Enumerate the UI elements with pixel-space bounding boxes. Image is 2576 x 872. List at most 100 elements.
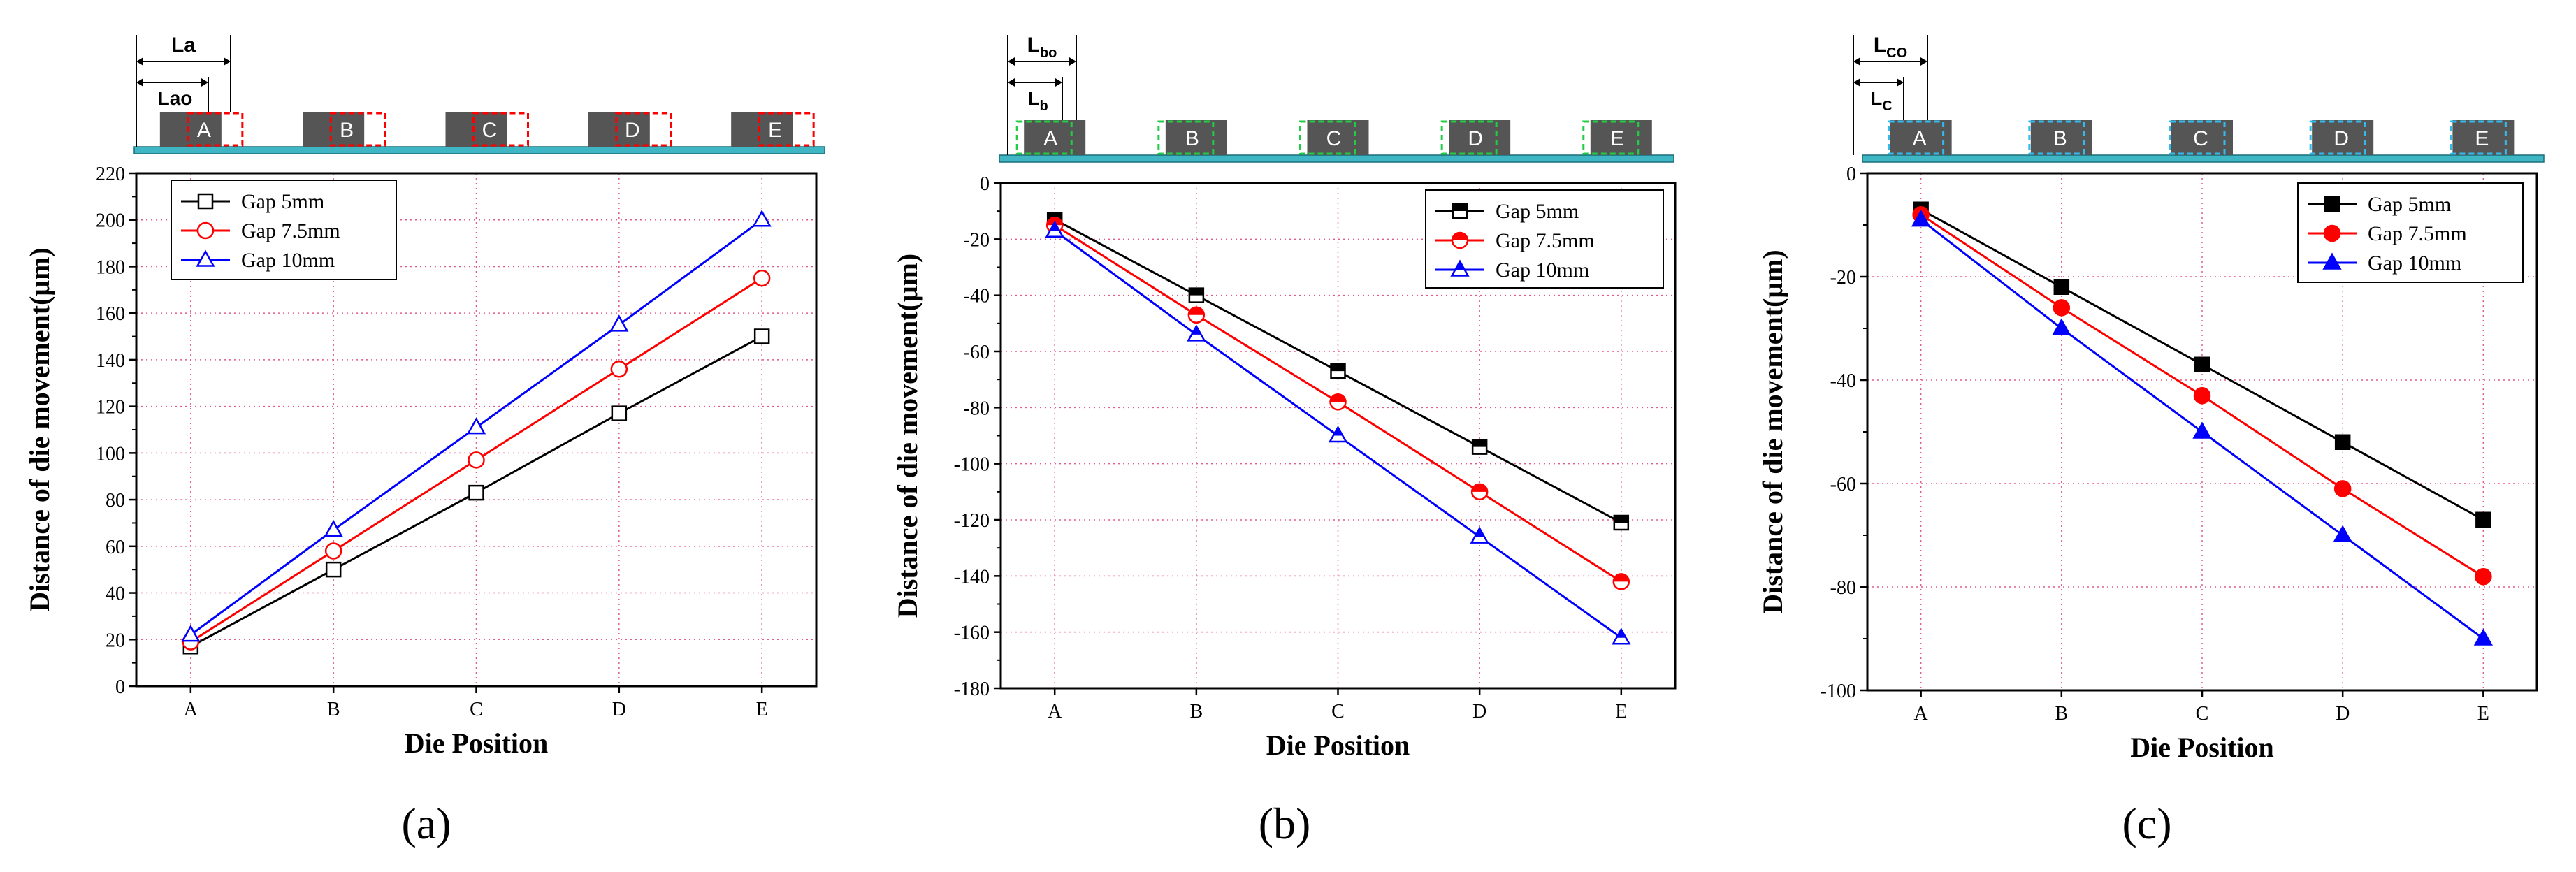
y-tick-label: -60 [964, 342, 990, 363]
die-A [159, 112, 222, 147]
panel-label: (c) [2122, 799, 2171, 848]
y-tick-label: -180 [954, 678, 990, 700]
panel-label: (a) [401, 799, 451, 848]
die-C [2171, 120, 2233, 155]
data-point [466, 417, 486, 435]
die-outline-C [472, 112, 529, 147]
substrate [133, 146, 825, 154]
data-point-half [1192, 326, 1201, 335]
y-tick-label: -20 [1830, 267, 1856, 289]
legend-label: Gap 10mm [241, 249, 335, 272]
outer-dimension-arrow-head-right [224, 57, 231, 66]
x-tick-label: C [2196, 703, 2209, 725]
x-tick-label: D [1472, 701, 1486, 722]
y-axis-title: Distance of die movement(μm) [892, 254, 923, 618]
x-tick-label: D [2336, 703, 2350, 725]
outer-dimension-arrow-head-right [1920, 57, 1927, 66]
panel-c: A B C D E LCO LC 0 -20 -40 -60 -80 -100 A B C D E Die Posi… [1757, 34, 2545, 848]
x-tick-label: A [184, 699, 198, 720]
panel-a: A B C D E La Lao 0 20 40 60 80 100 120 140 160 180 200 220… [24, 34, 825, 848]
legend-label: Gap 7.5mm [241, 219, 340, 242]
y-tick-label: -80 [1830, 577, 1856, 599]
die-outline-E [758, 112, 815, 147]
y-tick-label: 80 [106, 490, 125, 511]
die-label-E: E [2475, 127, 2489, 150]
die-label-D: D [2333, 127, 2349, 150]
die-label-D: D [625, 119, 640, 142]
series-2 [181, 210, 772, 642]
chart-area: 0 20 40 60 80 100 120 140 160 180 200 220 A B C D E Die P… [24, 164, 818, 759]
die-label-C: C [1326, 127, 1342, 150]
outer-dimension-arrow-head-left [1008, 57, 1015, 66]
data-point [610, 361, 628, 378]
data-point [753, 269, 771, 287]
die-E [1590, 120, 1652, 155]
legend-label: Gap 7.5mm [1496, 229, 1595, 252]
x-tick-label: E [2477, 703, 2489, 725]
series-0 [182, 328, 770, 655]
inner-dimension-label: Lb [1027, 87, 1048, 114]
y-tick-label: 0 [980, 173, 990, 195]
y-tick-label: -60 [1830, 474, 1856, 495]
data-point [2194, 356, 2210, 373]
x-tick-label: C [1331, 701, 1345, 722]
y-tick-label: 140 [96, 350, 125, 372]
die-outline-C [2169, 120, 2226, 155]
die-D [1449, 120, 1511, 155]
die-C [1307, 120, 1369, 155]
data-point-half [1472, 484, 1488, 492]
die-C [445, 112, 507, 147]
y-tick-label: -100 [954, 454, 990, 476]
inner-dimension-label: LC [1870, 87, 1893, 114]
legend-label: Gap 5mm [241, 190, 324, 213]
legend-marker [197, 193, 214, 210]
x-tick-label: B [327, 699, 340, 720]
inner-dimension-arrow-head-right [1897, 78, 1904, 87]
y-tick-label: -100 [1821, 681, 1856, 702]
die-B [1165, 120, 1227, 155]
die-outline-A [1888, 120, 1945, 155]
inner-dimension-label: Lao [158, 87, 193, 109]
data-point [609, 314, 629, 332]
legend-marker [196, 249, 215, 267]
legend-marker [2324, 196, 2340, 212]
die-label-A: A [1043, 127, 1057, 150]
data-point [324, 542, 342, 560]
x-tick-label: A [1914, 703, 1929, 725]
data-point-half [1050, 222, 1059, 231]
legend-label: Gap 7.5mm [2368, 222, 2467, 245]
die-label-B: B [1185, 127, 1199, 150]
die-schematic: A B C D E LCO LC [1853, 34, 2545, 163]
x-tick-label: B [2055, 703, 2068, 725]
data-point [611, 405, 628, 421]
x-axis-title: Die Position [2130, 732, 2274, 763]
data-point-half [1189, 288, 1203, 296]
y-tick-label: -160 [954, 623, 990, 644]
y-tick-label: -40 [964, 286, 990, 307]
data-point [1911, 210, 1931, 227]
data-point-half [1472, 439, 1487, 447]
substrate [999, 154, 1674, 163]
y-tick-label: 100 [96, 443, 125, 465]
legend-marker-half [1455, 261, 1465, 270]
legend-label: Gap 5mm [1496, 200, 1579, 223]
chart-area: 0 -20 -40 -60 -80 -100 A B C D E Die Position Distan… [1757, 164, 2538, 763]
panel-b: A B C D E Lbo Lb 0 -20 -40 -60 -80 -100 -120 -140 -160 -… [892, 34, 1677, 848]
outer-dimension-label: La [171, 34, 196, 57]
data-point [2053, 299, 2071, 317]
data-point-half [1333, 427, 1343, 436]
die-outline-B [2028, 120, 2085, 155]
y-tick-label: 220 [96, 164, 125, 185]
legend-label: Gap 5mm [2368, 193, 2451, 216]
data-point-half [1331, 364, 1345, 372]
data-point [2053, 279, 2070, 296]
die-E [2452, 120, 2515, 155]
inner-dimension-arrow-head-right [1055, 78, 1062, 87]
die-schematic: A B C D E Lbo Lb [999, 34, 1674, 163]
die-A [1024, 120, 1086, 155]
series-0 [1913, 201, 2491, 528]
substrate [1862, 154, 2545, 163]
data-point [2192, 421, 2212, 439]
data-point [2193, 386, 2211, 405]
